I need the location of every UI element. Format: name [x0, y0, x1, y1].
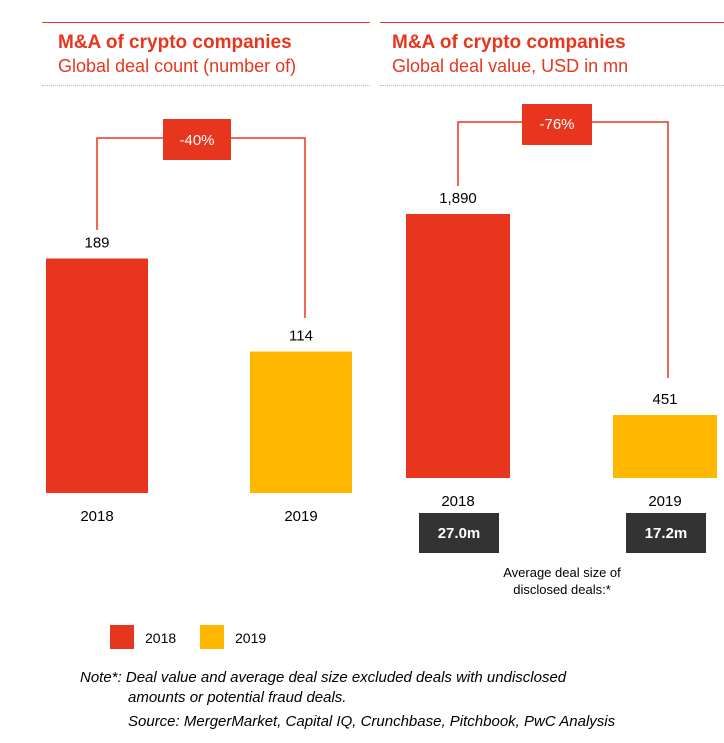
avg-deal-size-2018: 27.0m	[419, 513, 499, 553]
bar-value-label-2019: 114	[289, 328, 313, 345]
bar-2019	[613, 414, 717, 478]
source-note: Source: MergerMarket, Capital IQ, Crunch…	[128, 713, 616, 730]
avg-deal-caption-line1: Average deal size of	[503, 565, 621, 580]
left-change-label: -40%	[179, 132, 214, 149]
right-chart-title: M&A of crypto companies	[392, 32, 626, 53]
left-change-badge	[163, 119, 231, 160]
avg-deal-size-2019: 17.2m	[626, 513, 706, 553]
category-label-2018: 2018	[80, 508, 113, 525]
legend-swatch-2019	[200, 625, 224, 649]
left-title-rule	[42, 22, 370, 23]
category-label-2019: 2019	[284, 508, 317, 525]
left-chart-subtitle: Global deal count (number of)	[58, 56, 297, 76]
category-label-2019: 2019	[648, 493, 681, 510]
left-chart-title: M&A of crypto companies	[58, 32, 292, 53]
right-title-divider	[380, 85, 724, 86]
avg-deal-caption-line2: disclosed deals:*	[513, 582, 611, 597]
bar-value-label-2018: 189	[84, 235, 109, 252]
bar-2018	[46, 258, 148, 493]
right-change-label: -76%	[539, 116, 574, 133]
right-title-rule	[380, 22, 724, 23]
bar-2019	[250, 351, 352, 493]
legend-label-2019: 2019	[235, 630, 267, 646]
category-label-2018: 2018	[441, 493, 474, 510]
footnote-line2: amounts or potential fraud deals.	[128, 689, 347, 706]
bar-value-label-2019: 451	[652, 391, 677, 408]
right-chart-subtitle: Global deal value, USD in mn	[392, 56, 629, 76]
bar-value-label-2018: 1,890	[439, 190, 477, 207]
bar-2018	[406, 213, 510, 478]
legend-swatch-2018	[110, 625, 134, 649]
right-change-badge	[522, 104, 592, 145]
footnote-line1: Note*: Deal value and average deal size …	[80, 669, 567, 686]
left-title-divider	[42, 85, 370, 86]
avg-deal-size-caption: Average deal size of disclosed deals:*	[482, 564, 642, 598]
legend-label-2018: 2018	[145, 630, 177, 646]
